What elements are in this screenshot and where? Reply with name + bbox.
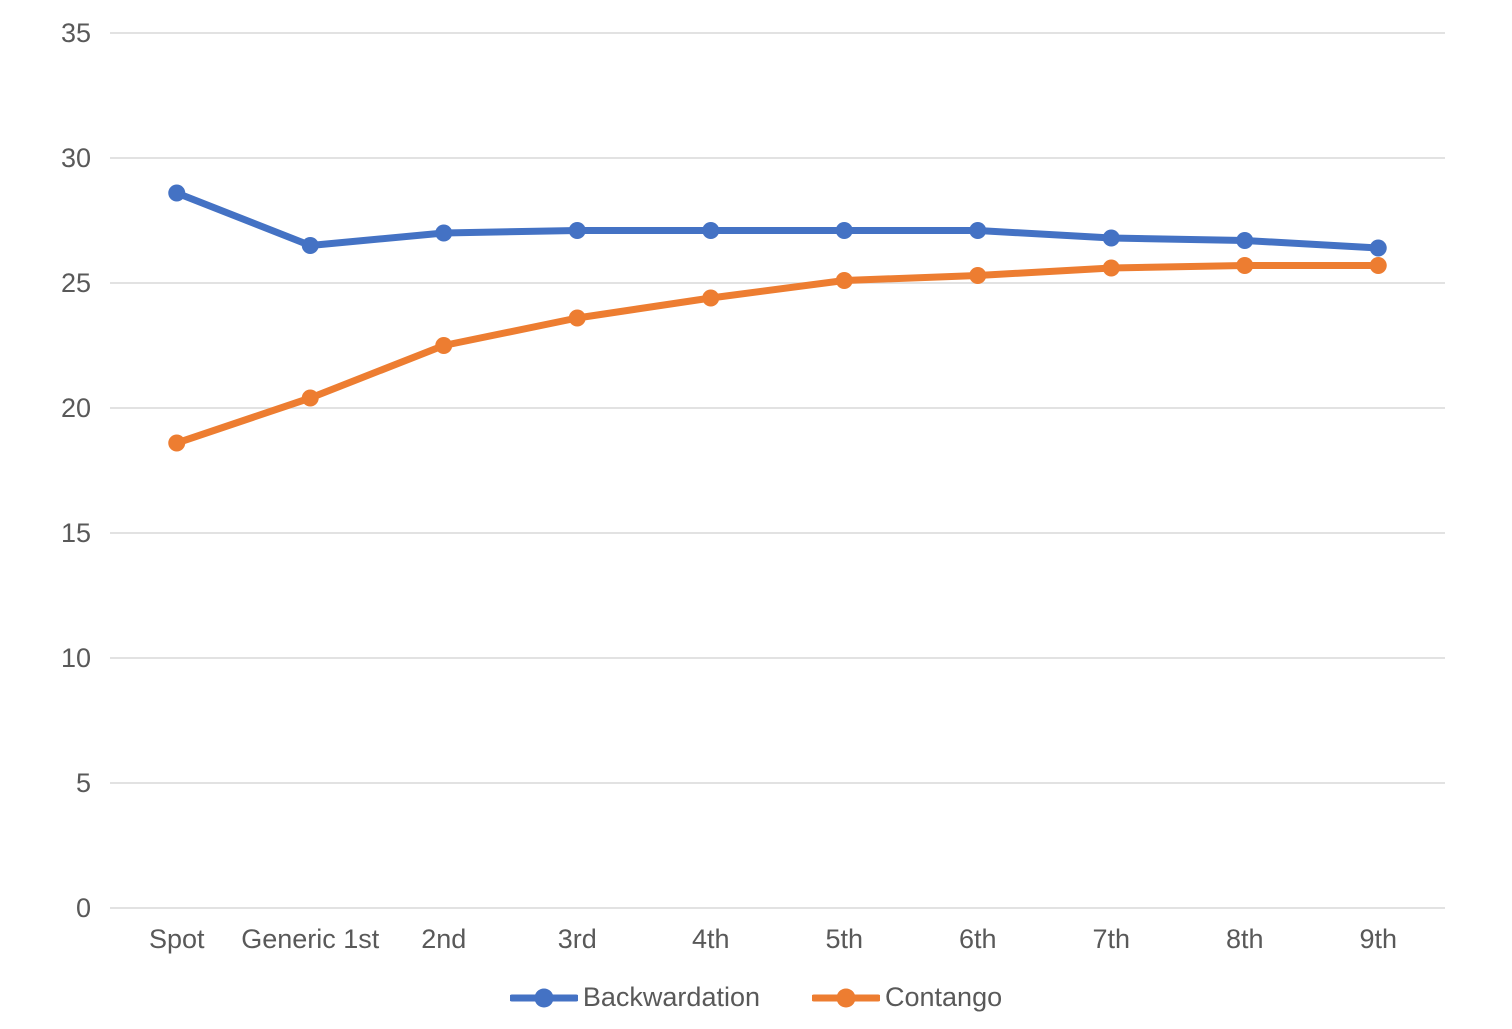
x-tick-label-6th: 6th [959,924,997,954]
data-point-backwardation-spot [168,184,186,202]
data-point-backwardation-generic-1st [301,237,319,254]
data-point-backwardation-8th [1236,232,1254,249]
x-tick-label-4th: 4th [692,924,730,954]
legend-line-marker-icon [509,988,578,1007]
legend-item-contango: Contango [812,982,1002,1013]
y-tick-label-30: 30 [61,143,91,173]
data-point-backwardation-6th [969,222,987,239]
chart-legend: Backwardation Contango [0,982,1512,1013]
y-tick-label-5: 5 [76,768,91,798]
y-tick-label-10: 10 [61,643,91,673]
data-point-contango-5th [835,272,853,289]
x-tick-label-2nd: 2nd [421,924,466,954]
y-tick-label-15: 15 [61,518,91,548]
legend-label: Backwardation [582,982,760,1012]
data-point-contango-spot [168,434,186,452]
x-tick-label-9th: 9th [1359,924,1397,954]
data-point-contango-9th [1369,257,1387,274]
data-point-contango-7th [1102,259,1120,277]
data-point-backwardation-4th [702,222,720,239]
legend-label: Contango [885,982,1003,1012]
data-point-backwardation-7th [1102,229,1120,247]
data-point-contango-2nd [435,337,453,354]
data-point-backwardation-2nd [435,224,453,242]
data-point-contango-8th [1236,257,1254,274]
data-point-backwardation-5th [835,222,853,239]
x-tick-label-generic-1st: Generic 1st [241,924,380,954]
y-tick-label-35: 35 [61,18,91,48]
data-point-contango-4th [702,289,720,307]
data-point-contango-3rd [568,309,586,327]
y-tick-label-25: 25 [61,268,91,298]
data-point-backwardation-9th [1369,239,1387,257]
y-tick-label-20: 20 [61,393,91,423]
legend-line-marker-icon [812,988,880,1007]
y-tick-label-0: 0 [76,893,91,923]
x-tick-label-spot: Spot [149,924,205,954]
legend-item-backwardation: Backwardation [509,982,760,1013]
x-tick-label-5th: 5th [825,924,863,954]
data-point-contango-6th [969,267,987,284]
data-point-backwardation-3rd [568,222,586,239]
series-line-contango [173,262,1382,447]
x-tick-label-8th: 8th [1226,924,1264,954]
x-tick-label-3rd: 3rd [558,924,597,954]
series-line-backwardation [173,189,1382,252]
data-point-contango-generic-1st [301,389,319,407]
x-tick-label-7th: 7th [1092,924,1130,954]
